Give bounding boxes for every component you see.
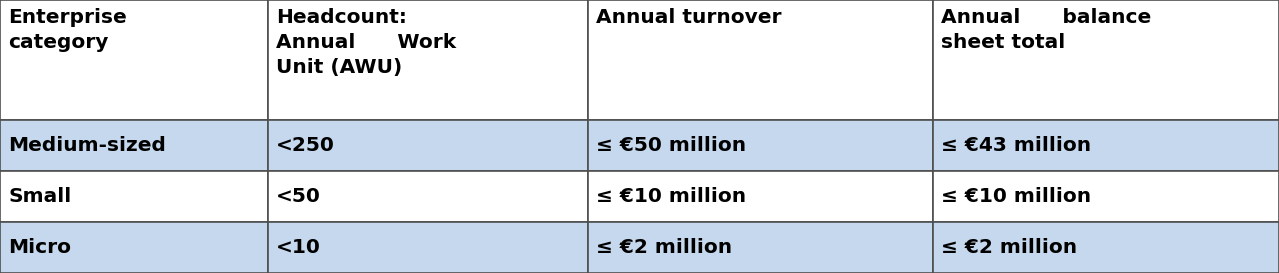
Bar (269, 0, 588, 120)
Bar (588, 171, 932, 222)
Text: Micro: Micro (8, 238, 72, 257)
Text: Small: Small (8, 187, 72, 206)
Bar (932, 0, 1279, 120)
Text: ≤ €50 million: ≤ €50 million (596, 136, 746, 155)
Bar (588, 120, 932, 171)
Text: Enterprise
category: Enterprise category (8, 8, 127, 52)
Text: ≤ €2 million: ≤ €2 million (941, 238, 1077, 257)
Bar (269, 171, 588, 222)
Text: Headcount:
Annual      Work
Unit (AWU): Headcount: Annual Work Unit (AWU) (276, 8, 457, 77)
Bar (588, 222, 932, 273)
Text: <50: <50 (276, 187, 321, 206)
Text: <10: <10 (276, 238, 321, 257)
Text: <250: <250 (276, 136, 335, 155)
Bar (588, 0, 932, 120)
Bar (932, 120, 1279, 171)
Bar (0, 0, 269, 120)
Text: ≤ €10 million: ≤ €10 million (596, 187, 746, 206)
Bar (932, 222, 1279, 273)
Bar (0, 171, 269, 222)
Bar (269, 120, 588, 171)
Text: Annual turnover: Annual turnover (596, 8, 781, 27)
Bar (932, 171, 1279, 222)
Text: ≤ €2 million: ≤ €2 million (596, 238, 732, 257)
Bar (0, 120, 269, 171)
Text: ≤ €43 million: ≤ €43 million (941, 136, 1091, 155)
Text: ≤ €10 million: ≤ €10 million (941, 187, 1091, 206)
Bar (0, 222, 269, 273)
Bar (269, 222, 588, 273)
Text: Medium-sized: Medium-sized (8, 136, 166, 155)
Text: Annual      balance
sheet total: Annual balance sheet total (941, 8, 1151, 52)
